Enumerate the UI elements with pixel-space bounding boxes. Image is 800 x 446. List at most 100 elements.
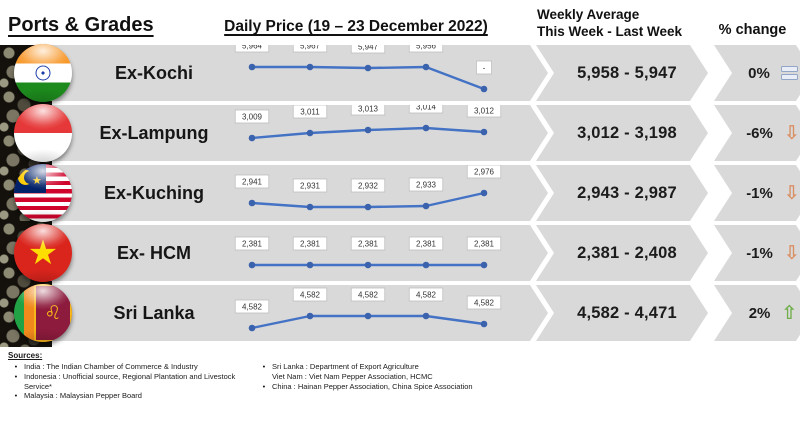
country-flag-icon — [14, 104, 72, 162]
source-item: • China : Hainan Pepper Association, Chin… — [256, 382, 473, 392]
port-chart-band: 5,964 5,967 5,947 5,956 - — [48, 45, 548, 101]
svg-text:2,381: 2,381 — [358, 240, 379, 249]
weekly-average-value: 3,012 - 3,198 — [577, 123, 677, 142]
price-row: 4,582 4,582 4,582 4,582 4,582 Sri Lanka 4,58… — [0, 284, 800, 342]
svg-text:2,381: 2,381 — [416, 240, 437, 249]
weekly-average-band: 3,012 - 3,198 — [536, 105, 708, 161]
daily-price-sparkline: 5,964 5,967 5,947 5,956 - — [228, 45, 518, 101]
country-flag-icon — [14, 224, 72, 282]
svg-text:4,582: 4,582 — [300, 291, 321, 300]
source-text: Indonesia : Unofficial source, Regional … — [24, 371, 236, 391]
trend-icon — [784, 124, 800, 143]
price-row: 3,009 3,011 3,013 3,014 3,012 Ex-Lampung 3,0… — [0, 104, 800, 162]
port-chart-band: 4,582 4,582 4,582 4,582 4,582 — [48, 285, 548, 341]
source-text: China : Hainan Pepper Association, China… — [272, 381, 473, 391]
trend-icon — [781, 304, 797, 323]
svg-text:3,013: 3,013 — [358, 105, 379, 114]
weekly-average-band: 2,381 - 2,408 — [536, 225, 708, 281]
port-label: Ex-Kuching — [103, 183, 204, 203]
weekly-average-value: 4,582 - 4,471 — [577, 303, 677, 322]
gloss-highlight — [14, 164, 72, 222]
percent-change-band: -1% — [714, 225, 800, 281]
weekly-average-band: 5,958 - 5,947 — [536, 45, 708, 101]
weekly-average-value: 2,381 - 2,408 — [577, 243, 677, 262]
weekly-average-header-line1: Weekly Average — [537, 7, 640, 22]
svg-text:3,009: 3,009 — [242, 113, 263, 122]
source-text: India : The Indian Chamber of Commerce &… — [24, 362, 198, 371]
svg-text:2,381: 2,381 — [300, 240, 321, 249]
port-chart-band: 2,941 2,931 2,932 2,933 2,976 — [48, 165, 548, 221]
weekly-average-header-line2: This Week - Last Week — [537, 24, 683, 39]
svg-text:4,582: 4,582 — [358, 291, 379, 300]
source-item: • Sri Lanka : Department of Export Agricu… — [256, 362, 473, 372]
ports-grades-header: Ports & Grades — [8, 14, 154, 36]
country-flag-icon — [14, 284, 72, 342]
source-text: Viet Nam : Viet Nam Pepper Association, … — [272, 371, 433, 381]
price-row: 2,381 2,381 2,381 2,381 2,381 Ex- HCM 2,381 … — [0, 224, 800, 282]
svg-text:2,941: 2,941 — [242, 178, 263, 187]
svg-text:4,582: 4,582 — [242, 303, 263, 312]
gloss-highlight — [14, 284, 72, 342]
percent-change-value: -1% — [746, 184, 773, 202]
svg-text:5,967: 5,967 — [300, 45, 321, 51]
source-text: Sri Lanka : Department of Export Agricul… — [272, 362, 419, 371]
daily-price-header: Daily Price (19 – 23 December 2022) — [224, 18, 488, 35]
percent-change-value: -1% — [746, 244, 773, 262]
sources-left-column: • India : The Indian Chamber of Commerce … — [8, 362, 256, 401]
gloss-highlight — [14, 44, 72, 102]
daily-price-sparkline: 3,009 3,011 3,013 3,014 3,012 — [228, 105, 518, 161]
svg-text:3,012: 3,012 — [474, 107, 495, 116]
bullet-icon: • — [14, 362, 18, 371]
weekly-average-header: Weekly Average This Week - Last Week — [537, 6, 682, 40]
source-item: • Malaysia : Malaysian Pepper Board — [8, 391, 256, 401]
port-chart-band: 3,009 3,011 3,013 3,014 3,012 — [48, 105, 548, 161]
svg-text:2,381: 2,381 — [474, 240, 495, 249]
sources-title: Sources: — [8, 351, 43, 360]
weekly-average-band: 4,582 - 4,471 — [536, 285, 708, 341]
percent-change-value: -6% — [746, 124, 773, 142]
percent-change-value: 2% — [748, 304, 771, 322]
svg-text:-: - — [483, 64, 486, 73]
percent-change-band: -1% — [714, 165, 800, 221]
weekly-average-band: 2,943 - 2,987 — [536, 165, 708, 221]
svg-text:2,381: 2,381 — [242, 240, 263, 249]
svg-text:5,964: 5,964 — [242, 45, 263, 51]
svg-text:2,932: 2,932 — [358, 182, 379, 191]
country-flag-icon — [14, 44, 72, 102]
country-flag-icon — [14, 164, 72, 222]
sources-section: Sources: • India : The Indian Chamber of … — [8, 351, 473, 401]
port-chart-band: 2,381 2,381 2,381 2,381 2,381 — [48, 225, 548, 281]
svg-text:2,976: 2,976 — [474, 168, 495, 177]
trend-icon — [784, 184, 800, 203]
svg-text:2,931: 2,931 — [300, 182, 321, 191]
percent-change-band: 0% — [714, 45, 800, 101]
sources-right-column: • Sri Lanka : Department of Export Agricu… — [256, 362, 473, 401]
weekly-average-value: 5,958 - 5,947 — [577, 63, 677, 82]
bullet-icon: • — [262, 381, 266, 391]
port-label: Ex- HCM — [116, 243, 191, 263]
source-item: •Viet Nam : Viet Nam Pepper Association,… — [256, 372, 473, 382]
daily-price-sparkline: 4,582 4,582 4,582 4,582 4,582 — [228, 285, 518, 341]
percent-change-value: 0% — [748, 64, 770, 82]
svg-text:3,011: 3,011 — [300, 108, 320, 117]
svg-text:3,014: 3,014 — [416, 105, 437, 112]
percent-change-band: -6% — [714, 105, 800, 161]
port-label: Ex-Kochi — [114, 63, 193, 83]
source-item: • Indonesia : Unofficial source, Regional… — [8, 372, 256, 392]
svg-text:4,582: 4,582 — [474, 299, 495, 308]
source-text: Malaysia : Malaysian Pepper Board — [24, 391, 142, 401]
bullet-icon: • — [14, 391, 18, 401]
svg-text:4,582: 4,582 — [416, 291, 437, 300]
daily-price-sparkline: 2,381 2,381 2,381 2,381 2,381 — [228, 225, 518, 281]
price-row: 5,964 5,967 5,947 5,956 - Ex-Kochi 5,958 - 5… — [0, 44, 800, 102]
weekly-average-value: 2,943 - 2,987 — [577, 183, 677, 202]
port-label: Ex-Lampung — [99, 123, 209, 143]
bullet-icon: • — [14, 371, 18, 381]
gloss-highlight — [14, 224, 72, 282]
svg-text:5,956: 5,956 — [416, 45, 437, 51]
price-row: 2,941 2,931 2,932 2,933 2,976 Ex-Kuching 2,9… — [0, 164, 800, 222]
percent-change-header: % change — [718, 22, 787, 38]
svg-text:2,933: 2,933 — [416, 181, 437, 190]
svg-text:5,947: 5,947 — [358, 45, 379, 52]
